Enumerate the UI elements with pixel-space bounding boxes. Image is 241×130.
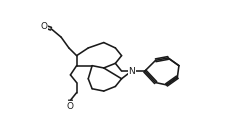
Text: O: O xyxy=(67,102,74,111)
Text: N: N xyxy=(128,67,135,76)
Text: O: O xyxy=(40,22,47,31)
